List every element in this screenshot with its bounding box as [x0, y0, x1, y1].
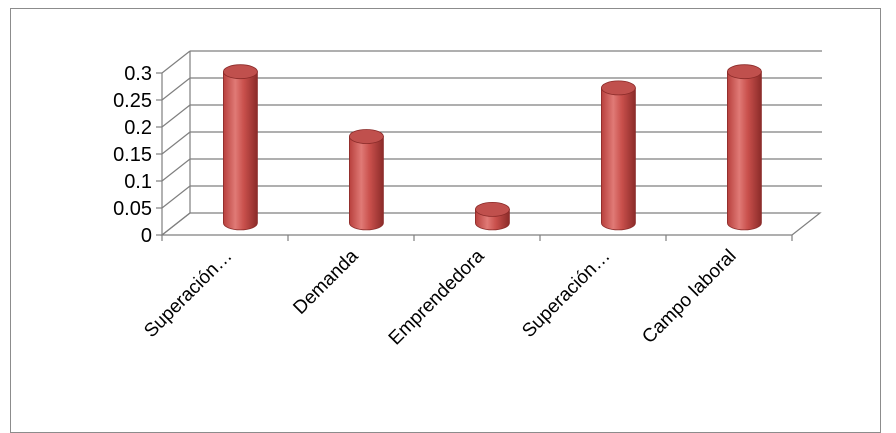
bar: [727, 64, 762, 231]
gridline-side: [161, 77, 191, 101]
bar-body: [349, 136, 384, 231]
y-tick-label: 0.1: [124, 171, 152, 193]
bar: [348, 129, 384, 231]
bar: [474, 201, 510, 231]
y-tick-label: 0.25: [113, 90, 152, 112]
bar: [601, 80, 636, 231]
y-tick-label: 0: [141, 225, 152, 247]
bar-top: [348, 129, 384, 144]
x-category-label: Emprendedora: [385, 245, 489, 349]
y-tick-label: 0.05: [113, 198, 152, 220]
y-tick-label: 0.15: [113, 144, 152, 166]
bar-top: [727, 64, 762, 80]
chart-axes: [156, 50, 822, 241]
y-tick-label: 0.2: [124, 117, 152, 139]
gridline-side: [161, 185, 191, 209]
bar-body: [601, 87, 636, 231]
x-category-label: Campo laboral: [638, 246, 740, 348]
bar-body: [223, 71, 258, 231]
y-tick-label: 0.3: [124, 63, 152, 85]
bar-top: [222, 64, 258, 80]
gridline-side: [161, 104, 191, 128]
x-category-label: Superación…: [518, 246, 614, 342]
bar-top: [474, 201, 510, 217]
chart-labels: 0 0.05 0.1 0.15 0.2 0.25 0.3 Superación… Demanda…: [113, 63, 740, 349]
chart-bars: [222, 64, 762, 231]
x-category-label: Demanda: [289, 245, 362, 318]
bar: [222, 64, 258, 231]
gridline-side: [161, 212, 191, 236]
x-category-label: Superación…: [140, 246, 236, 342]
gridline-side: [161, 131, 191, 155]
bar-body: [727, 71, 762, 231]
gridline-side: [161, 158, 191, 182]
gridline-side: [161, 50, 191, 74]
bar-top: [601, 80, 636, 96]
